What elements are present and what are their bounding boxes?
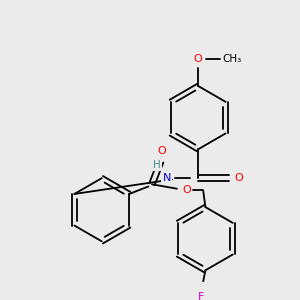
- Text: H: H: [153, 160, 161, 170]
- Text: O: O: [157, 146, 166, 156]
- Text: O: O: [234, 173, 243, 183]
- Text: CH₃: CH₃: [222, 54, 242, 64]
- Text: O: O: [183, 184, 191, 195]
- Text: F: F: [198, 292, 204, 300]
- Text: N: N: [163, 173, 171, 183]
- Text: O: O: [193, 54, 202, 64]
